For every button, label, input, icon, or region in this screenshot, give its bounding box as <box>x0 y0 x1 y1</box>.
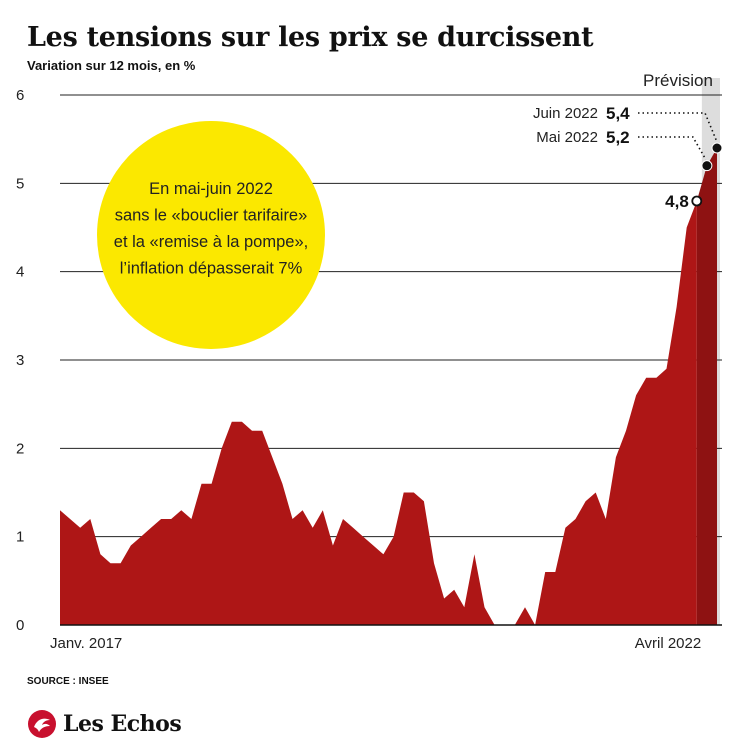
marker-juin-2022 <box>711 142 723 154</box>
chart-subtitle: Variation sur 12 mois, en % <box>27 58 196 73</box>
inflation-area <box>60 201 697 625</box>
y-tick-label: 5 <box>16 175 24 192</box>
annotation-mai-label: Mai 2022 <box>536 129 598 146</box>
callout-circle <box>97 121 325 349</box>
annotation-juin-value: 5,4 <box>606 104 630 123</box>
y-tick-label: 4 <box>16 264 24 281</box>
callout-line: sans le «bouclier tarifaire» <box>115 207 308 225</box>
y-tick-label: 3 <box>16 352 24 369</box>
chart-title: Les tensions sur les prix se durcissent <box>27 22 594 53</box>
inflation-area-chart: 0 1 2 3 4 5 6 Prévision En mai-juin 2022 sans … <box>16 71 723 652</box>
brand-name: Les Echos <box>63 711 182 737</box>
x-label-start: Janv. 2017 <box>50 635 122 652</box>
forecast-area <box>696 148 717 625</box>
marker-mai-2022 <box>701 160 713 172</box>
x-label-end: Avril 2022 <box>635 635 701 652</box>
forecast-label: Prévision <box>643 71 713 90</box>
callout-bubble: En mai-juin 2022 sans le «bouclier tarif… <box>97 121 325 349</box>
y-tick-label: 1 <box>16 529 24 546</box>
source-note: SOURCE : INSEE <box>27 676 109 687</box>
echos-logo-icon <box>28 710 56 738</box>
y-tick-labels: 0 1 2 3 4 5 6 <box>16 87 24 634</box>
callout-line: et la «remise à la pompe», <box>114 233 308 251</box>
brand-logo: Les Echos <box>27 706 182 742</box>
annotation-juin-label: Juin 2022 <box>533 105 598 122</box>
y-tick-label: 6 <box>16 87 24 104</box>
annotation-avril-value: 4,8 <box>665 192 689 211</box>
leader-line <box>638 136 707 161</box>
marker-avril-2022 <box>691 195 703 207</box>
callout-line: l’inflation dépasserait 7% <box>120 260 303 278</box>
annotations: Juin 2022 5,4 Mai 2022 5,2 4,8 <box>533 104 723 211</box>
annotation-mai-value: 5,2 <box>606 128 630 147</box>
callout-line: En mai-juin 2022 <box>149 180 273 198</box>
y-tick-label: 2 <box>16 440 24 457</box>
y-tick-label: 0 <box>16 617 24 634</box>
